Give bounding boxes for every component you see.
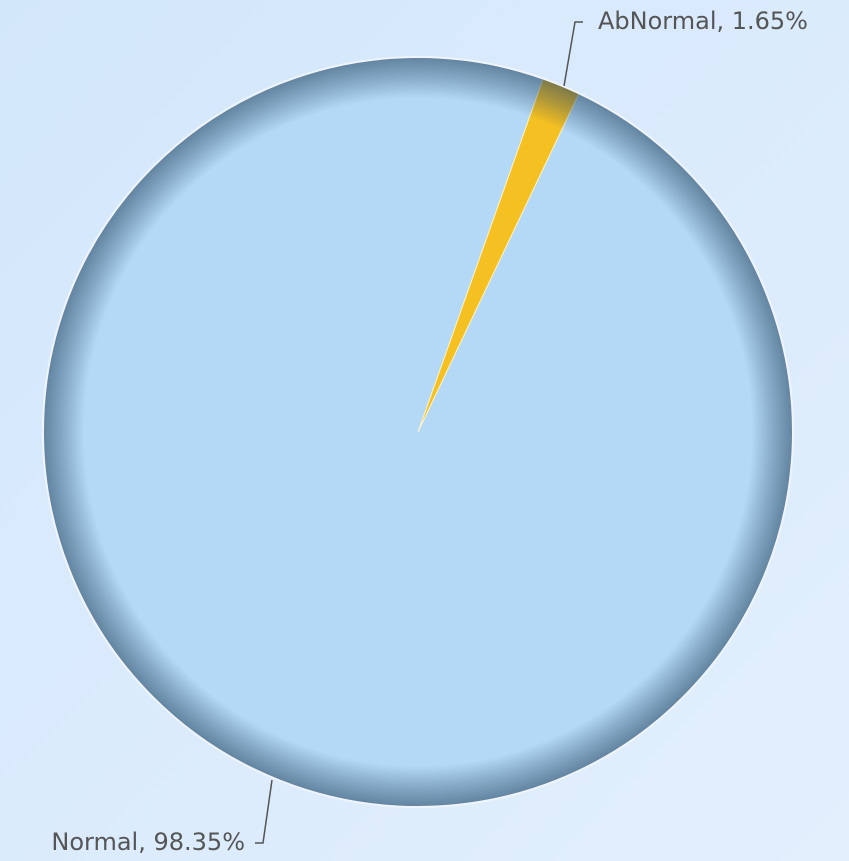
slice-label: Normal, 98.35% <box>51 828 245 856</box>
pie-border <box>42 56 794 808</box>
pie-rim-shading <box>43 57 793 807</box>
leader-line <box>563 21 583 87</box>
leader-line <box>255 779 273 844</box>
slice-label: AbNormal, 1.65% <box>598 7 808 35</box>
